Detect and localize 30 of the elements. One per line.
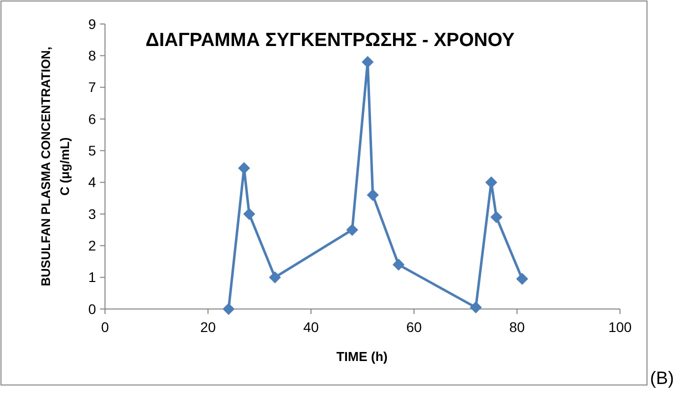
point [362,56,374,68]
point [392,258,405,271]
point [470,301,482,314]
y-axis-title: BUSULFAN PLASMA CONCENTRATION, C (μg/mL) [39,46,72,286]
y-tick-label: 0 [88,300,96,317]
point [346,224,358,236]
chart-title: ΔΙΑΓΡΑΜΜΑ ΣΥΓΚΕΝΤΡΩΣΗΣ - ΧΡΟΝΟΥ [145,30,515,51]
point [268,271,281,284]
y-tick-label: 3 [88,206,96,222]
point [490,211,502,224]
y-tick-label: 9 [88,16,96,32]
y-tick-label: 7 [88,79,96,96]
point [222,303,235,315]
y-tick-label: 2 [88,238,96,254]
x-tick-label: 80 [509,319,525,335]
x-tick-label: 60 [406,319,422,335]
y-tick-label: 4 [88,174,96,190]
x-tick-label: 40 [303,319,319,335]
x-tick-label: 0 [101,319,110,335]
point [366,189,379,201]
y-tick-label: 6 [88,110,96,127]
y-tick-label: 5 [88,142,96,159]
y-tick-label: 1 [88,269,96,286]
x-axis-title: TIME (h) [336,349,388,364]
point [516,272,528,285]
x-tick-label: 100 [608,319,632,335]
point [243,208,256,220]
text: (B) [650,368,674,388]
x-tick-label: 20 [200,319,216,335]
y-tick-label: 8 [88,48,96,64]
